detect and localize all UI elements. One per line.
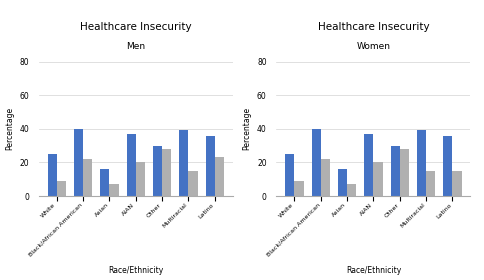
Bar xyxy=(442,136,452,196)
Bar xyxy=(179,130,188,196)
Y-axis label: Percentage: Percentage xyxy=(5,107,14,150)
Bar xyxy=(337,169,347,196)
Bar xyxy=(373,162,382,196)
Bar xyxy=(214,157,224,196)
Text: Healthcare Insecurity: Healthcare Insecurity xyxy=(80,22,191,32)
Bar xyxy=(152,146,162,196)
Bar xyxy=(100,169,109,196)
Bar xyxy=(109,184,119,196)
Bar xyxy=(74,129,83,196)
Bar xyxy=(136,162,145,196)
Bar xyxy=(399,149,408,196)
Bar xyxy=(205,136,214,196)
Bar xyxy=(363,134,373,196)
Bar xyxy=(416,130,425,196)
Text: Healthcare Insecurity: Healthcare Insecurity xyxy=(317,22,428,32)
Bar xyxy=(425,171,435,196)
Bar xyxy=(347,184,356,196)
Bar xyxy=(390,146,399,196)
Bar xyxy=(294,181,303,196)
Bar xyxy=(188,171,197,196)
Bar xyxy=(311,129,320,196)
Bar xyxy=(285,154,294,196)
Bar xyxy=(47,154,57,196)
Bar xyxy=(126,134,136,196)
Bar xyxy=(452,171,461,196)
Y-axis label: Percentage: Percentage xyxy=(242,107,251,150)
Text: Women: Women xyxy=(356,42,390,51)
Bar xyxy=(57,181,66,196)
Bar xyxy=(83,159,92,196)
Text: Race/Ethnicity: Race/Ethnicity xyxy=(108,266,163,275)
Bar xyxy=(162,149,171,196)
Bar xyxy=(320,159,329,196)
Text: Race/Ethnicity: Race/Ethnicity xyxy=(345,266,400,275)
Text: Men: Men xyxy=(126,42,145,51)
